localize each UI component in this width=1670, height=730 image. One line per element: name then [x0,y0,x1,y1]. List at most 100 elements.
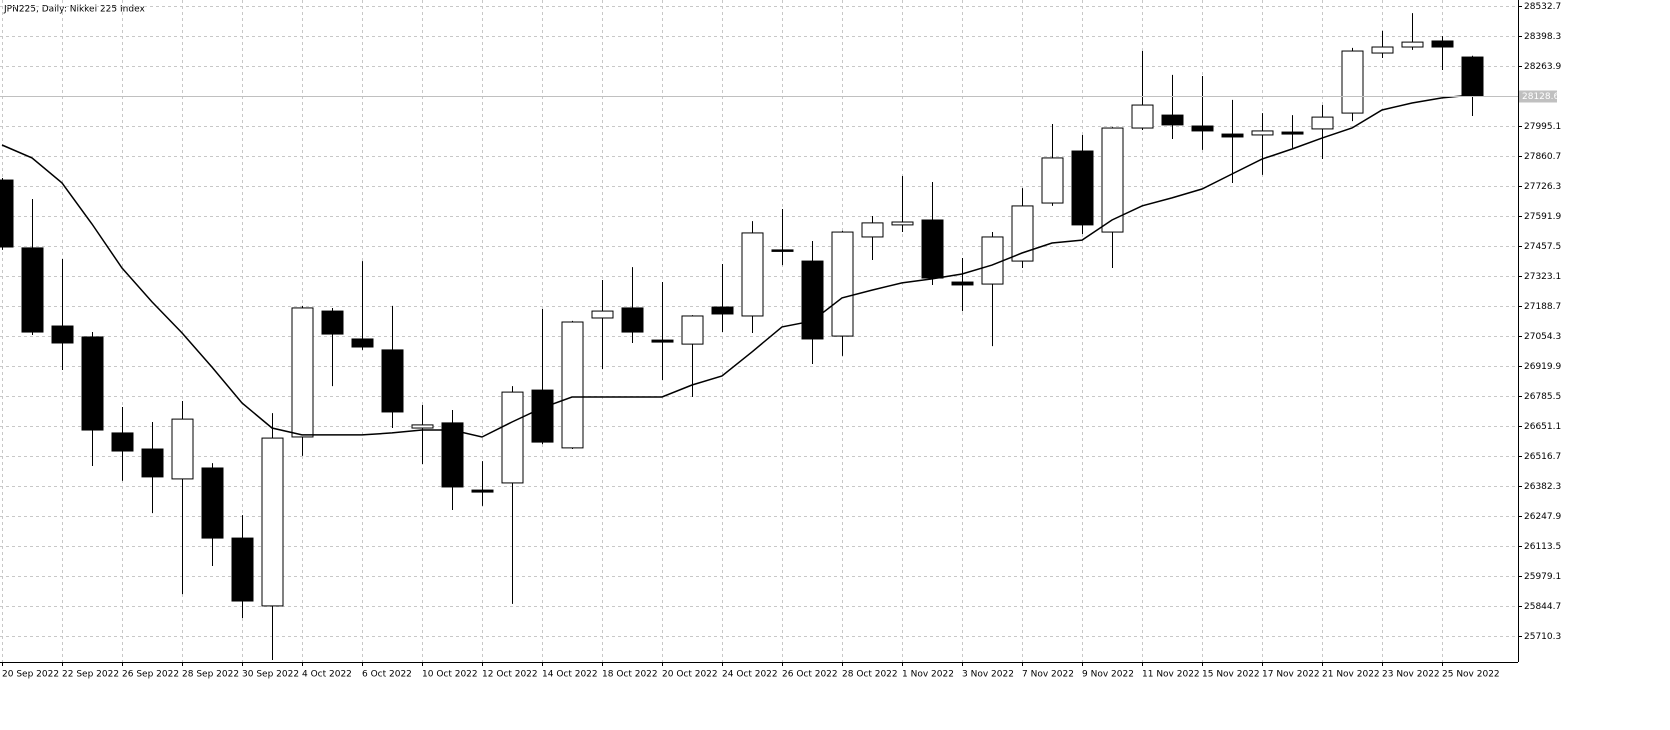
candle-body [1011,205,1034,262]
x-tick-label: 26 Oct 2022 [782,670,838,680]
y-tick-label: 26919.9 [1524,362,1561,372]
candle-body [1041,157,1064,204]
candle-body [621,307,644,333]
x-tick-label: 9 Nov 2022 [1082,670,1134,680]
x-tick-label: 17 Nov 2022 [1262,670,1320,680]
candle-body [0,179,14,248]
x-tick-label: 28 Oct 2022 [842,670,898,680]
x-tick-label: 6 Oct 2022 [362,670,412,680]
x-tick-label: 25 Nov 2022 [1442,670,1500,680]
candle-body [1251,130,1274,136]
candle-body [1221,133,1244,138]
candle-body [981,236,1004,285]
candle-body [711,306,734,315]
x-tick-label: 14 Oct 2022 [542,670,598,680]
candle-body [1371,46,1394,54]
candle-body [171,418,194,480]
x-tick-label: 10 Oct 2022 [422,670,478,680]
candle-body [591,310,614,319]
candle-body [1071,150,1094,226]
candle-body [201,467,224,539]
candle-body [1191,125,1214,132]
y-tick-label: 28263.9 [1524,62,1561,72]
x-tick-label: 1 Nov 2022 [902,670,954,680]
candle-body [321,310,344,335]
candle-body [471,489,494,493]
candle-body [801,260,824,340]
x-tick-label: 22 Sep 2022 [62,670,119,680]
candle-body [831,231,854,337]
y-tick-label: 25979.1 [1524,572,1561,582]
candle-body [291,307,314,438]
y-tick-label: 27188.7 [1524,302,1561,312]
candle-body [1431,40,1454,48]
x-tick-label: 30 Sep 2022 [242,670,299,680]
y-tick-label: 27054.3 [1524,332,1561,342]
candle-body [1161,114,1184,126]
candle-body [1101,127,1124,233]
x-tick-label: 26 Sep 2022 [122,670,179,680]
candle-body [141,448,164,478]
y-tick-label: 28398.3 [1524,32,1561,42]
x-tick-label: 7 Nov 2022 [1022,670,1074,680]
candle-body [51,325,74,344]
y-tick-label: 26516.7 [1524,452,1561,462]
x-tick-label: 15 Nov 2022 [1202,670,1260,680]
x-tick-label: 23 Nov 2022 [1382,670,1440,680]
candle-body [531,389,554,443]
x-tick-label: 3 Nov 2022 [962,670,1014,680]
candle-body [81,336,104,431]
candle-body [891,221,914,226]
candle-body [111,432,134,452]
last-price-box [1519,90,1557,103]
y-tick-label: 27323.1 [1524,272,1561,282]
candle-body [561,321,584,449]
candle-body [441,422,464,488]
candle-body [1311,116,1334,130]
x-tick-label: 21 Nov 2022 [1322,670,1380,680]
y-tick-label: 25710.3 [1524,632,1561,642]
candle-body [1401,41,1424,48]
candle-body [681,315,704,345]
y-tick-label: 27995.1 [1524,122,1561,132]
moving-average [1,94,1473,438]
x-tick-label: 12 Oct 2022 [482,670,538,680]
candle-body [231,537,254,602]
y-tick-label: 26247.9 [1524,512,1561,522]
candle-body [921,219,944,279]
y-tick-label: 26651.1 [1524,422,1561,432]
y-tick-label: 26382.3 [1524,482,1561,492]
candle-body [1131,104,1154,129]
candle-body [1341,50,1364,114]
candle-body [351,338,374,348]
y-tick-label: 28532.7 [1524,2,1561,12]
x-tick-label: 18 Oct 2022 [602,670,658,680]
chart-title: JPN225, Daily: Nikkei 225 Index [3,5,145,15]
candle-body [951,281,974,286]
y-tick-label: 25844.7 [1524,602,1561,612]
candle-body [411,424,434,429]
x-tick-label: 20 Oct 2022 [662,670,718,680]
candle-body [1461,56,1484,97]
candle-body [771,249,794,252]
candle-body [381,349,404,413]
y-tick-label: 27860.7 [1524,152,1561,162]
y-tick-label: 27457.5 [1524,242,1561,252]
last-price-label: 28128.6 [1522,92,1559,102]
candle-body [861,222,884,238]
y-tick-label: 26785.5 [1524,392,1561,402]
y-tick-label: 27726.3 [1524,182,1561,192]
x-tick-label: 28 Sep 2022 [182,670,239,680]
candle-body [651,339,674,343]
candle-body [21,247,44,333]
x-tick-label: 4 Oct 2022 [302,670,352,680]
x-tick-label: 20 Sep 2022 [2,670,59,680]
candle-body [501,391,524,484]
y-tick-label: 26113.5 [1524,542,1561,552]
y-tick-label: 27591.9 [1524,212,1561,222]
x-tick-label: 24 Oct 2022 [722,670,778,680]
x-tick-label: 11 Nov 2022 [1142,670,1200,680]
